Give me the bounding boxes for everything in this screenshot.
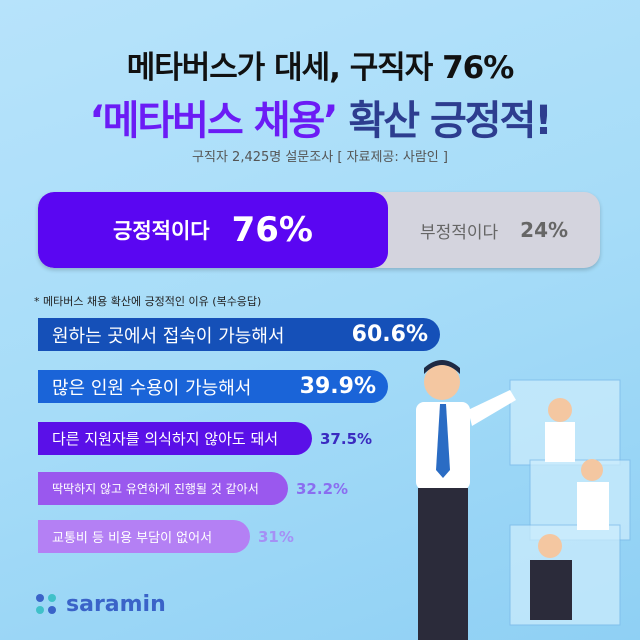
value-positive: 76% — [231, 210, 313, 250]
bar-reason-1: 원하는 곳에서 접속이 가능해서 60.6% — [38, 318, 440, 351]
bar-label: 많은 인원 수용이 가능해서 — [52, 377, 252, 399]
person-body — [545, 422, 575, 462]
bar-value: 37.5% — [320, 429, 373, 448]
bar-negative: 부정적이다 24% — [388, 192, 600, 268]
headline-highlight: ‘메타버스 채용’ — [89, 98, 338, 144]
headline-rest: 확산 긍정적! — [336, 98, 552, 144]
bar-value: 32.2% — [296, 479, 349, 498]
person-head — [581, 459, 603, 481]
label-positive: 긍정적이다 — [113, 219, 210, 243]
person-head — [548, 398, 572, 422]
bar-value: 31% — [258, 527, 294, 546]
man-tie — [436, 404, 450, 478]
man-head — [424, 364, 460, 400]
logo-dots-icon — [36, 593, 58, 616]
bar-reason-5: 교통비 등 비용 부담이 없어서 31% — [38, 520, 294, 553]
person-body — [577, 482, 609, 530]
bar-reason-3: 다른 지원자를 의식하지 않아도 돼서 37.5% — [38, 422, 372, 455]
headline-main: ‘메타버스 채용’ 확산 긍정적! — [0, 88, 640, 146]
bar-label: 다른 지원자를 의식하지 않아도 돼서 — [52, 430, 279, 448]
bar-value: 60.6% — [351, 322, 428, 347]
bar-label: 원하는 곳에서 접속이 가능해서 — [52, 325, 285, 347]
man-arm — [468, 390, 516, 426]
headline: 메타버스가 대세, 구직자 76% — [126, 50, 515, 86]
illustration-people — [416, 360, 631, 640]
bar-value: 39.9% — [299, 374, 376, 399]
stacked-bar: 긍정적이다 76% 부정적이다 24% — [38, 192, 600, 268]
subtitle: 구직자 2,425명 설문조사 [ 자료제공: 사람인 ] — [192, 150, 448, 165]
person-head — [538, 534, 562, 558]
person-body — [530, 560, 572, 620]
saramin-logo: saramin — [36, 592, 166, 617]
value-negative: 24% — [520, 218, 569, 242]
man-pants — [418, 488, 468, 640]
bar-reason-2: 많은 인원 수용이 가능해서 39.9% — [38, 370, 388, 403]
logo-text: saramin — [66, 592, 166, 617]
chart-title: * 메타버스 채용 확산에 긍정적인 이유 (복수응답) — [34, 295, 262, 308]
bar-reason-4: 딱딱하지 않고 유연하게 진행될 것 같아서 32.2% — [38, 472, 348, 505]
bar-label: 교통비 등 비용 부담이 없어서 — [52, 531, 213, 546]
man-hair — [424, 360, 460, 374]
bar-positive: 긍정적이다 76% — [38, 192, 388, 268]
label-negative: 부정적이다 — [419, 222, 499, 243]
bar-label: 딱딱하지 않고 유연하게 진행될 것 같아서 — [52, 482, 259, 496]
